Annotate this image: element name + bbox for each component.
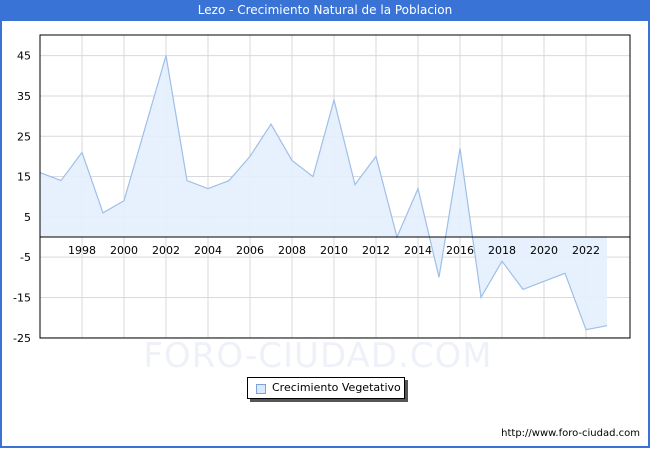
y-tick-label: 5 bbox=[24, 211, 31, 224]
y-tick-label: -15 bbox=[13, 291, 31, 304]
x-tick-label: 2014 bbox=[404, 244, 432, 257]
x-tick-label: 2002 bbox=[152, 244, 180, 257]
x-tick-label: 2018 bbox=[488, 244, 516, 257]
x-tick-label: 2022 bbox=[572, 244, 600, 257]
x-tick-label: 1998 bbox=[68, 244, 96, 257]
y-tick-label: 25 bbox=[17, 130, 31, 143]
x-tick-label: 2010 bbox=[320, 244, 348, 257]
plot-border bbox=[39, 34, 631, 339]
x-tick-label: 2006 bbox=[236, 244, 264, 257]
watermark: FORO-CIUDAD.COM bbox=[143, 336, 492, 376]
x-tick-label: 2008 bbox=[278, 244, 306, 257]
source-url[interactable]: http://www.foro-ciudad.com bbox=[501, 428, 640, 439]
y-tick-label: 45 bbox=[17, 50, 31, 63]
x-tick-label: 2012 bbox=[362, 244, 390, 257]
y-tick-label: 15 bbox=[17, 171, 31, 184]
legend: Crecimiento Vegetativo bbox=[247, 377, 405, 399]
area-fill bbox=[40, 55, 607, 330]
y-tick-label: 35 bbox=[17, 90, 31, 103]
legend-label: Crecimiento Vegetativo bbox=[272, 381, 401, 394]
x-tick-label: 2000 bbox=[110, 244, 138, 257]
legend-swatch-icon bbox=[256, 384, 266, 394]
data-line bbox=[39, 55, 608, 331]
x-tick-label: 2004 bbox=[194, 244, 222, 257]
y-tick-label: -25 bbox=[13, 332, 31, 345]
y-tick-label: -5 bbox=[20, 251, 31, 264]
chart-title: Lezo - Crecimiento Natural de la Poblaci… bbox=[0, 0, 650, 21]
x-tick-label: 2020 bbox=[530, 244, 558, 257]
x-tick-label: 2016 bbox=[446, 244, 474, 257]
